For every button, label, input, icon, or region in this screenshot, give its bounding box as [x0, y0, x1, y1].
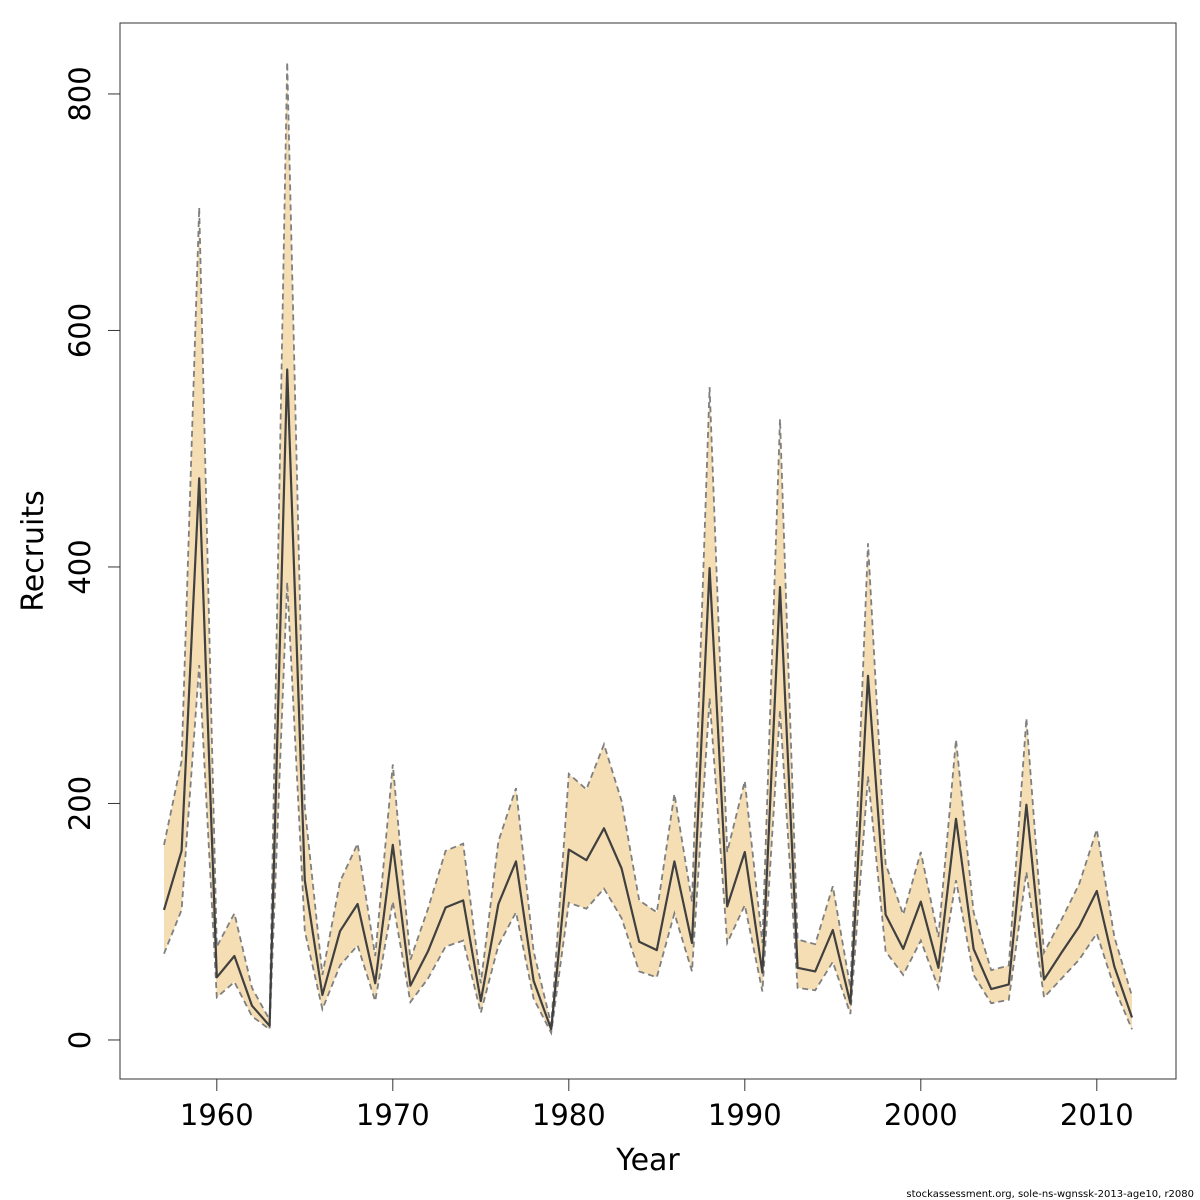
y-tick-label: 400	[63, 539, 97, 594]
x-tick-label: 2000	[884, 1098, 958, 1132]
x-tick-label: 1990	[708, 1098, 782, 1132]
confidence-band	[164, 62, 1132, 1033]
source-caption: stockassessment.org, sole-ns-wgnssk-2013…	[906, 1189, 1194, 1200]
x-tick-label: 2010	[1060, 1098, 1134, 1132]
y-tick-label: 0	[63, 1031, 97, 1049]
upper-bound-line	[163, 61, 1133, 1025]
x-tick-label: 1970	[356, 1098, 430, 1132]
series-line-layer	[162, 368, 1134, 1031]
confidence-band-layer	[163, 61, 1133, 1036]
y-axis-title: Recruits	[16, 490, 51, 612]
x-axis: 1960 1970 1980 1990 2000 2010	[180, 1078, 1134, 1132]
y-tick-label: 200	[63, 776, 97, 831]
x-tick-label: 1980	[532, 1098, 606, 1132]
y-tick-label: 800	[63, 66, 97, 121]
y-tick-label: 600	[63, 303, 97, 358]
recruits-line	[162, 368, 1134, 1031]
y-axis: 0 200 400 600 800	[63, 66, 121, 1049]
lower-bound-line	[163, 582, 1133, 1036]
x-tick-label: 1960	[180, 1098, 254, 1132]
x-axis-title: Year	[615, 1143, 680, 1178]
